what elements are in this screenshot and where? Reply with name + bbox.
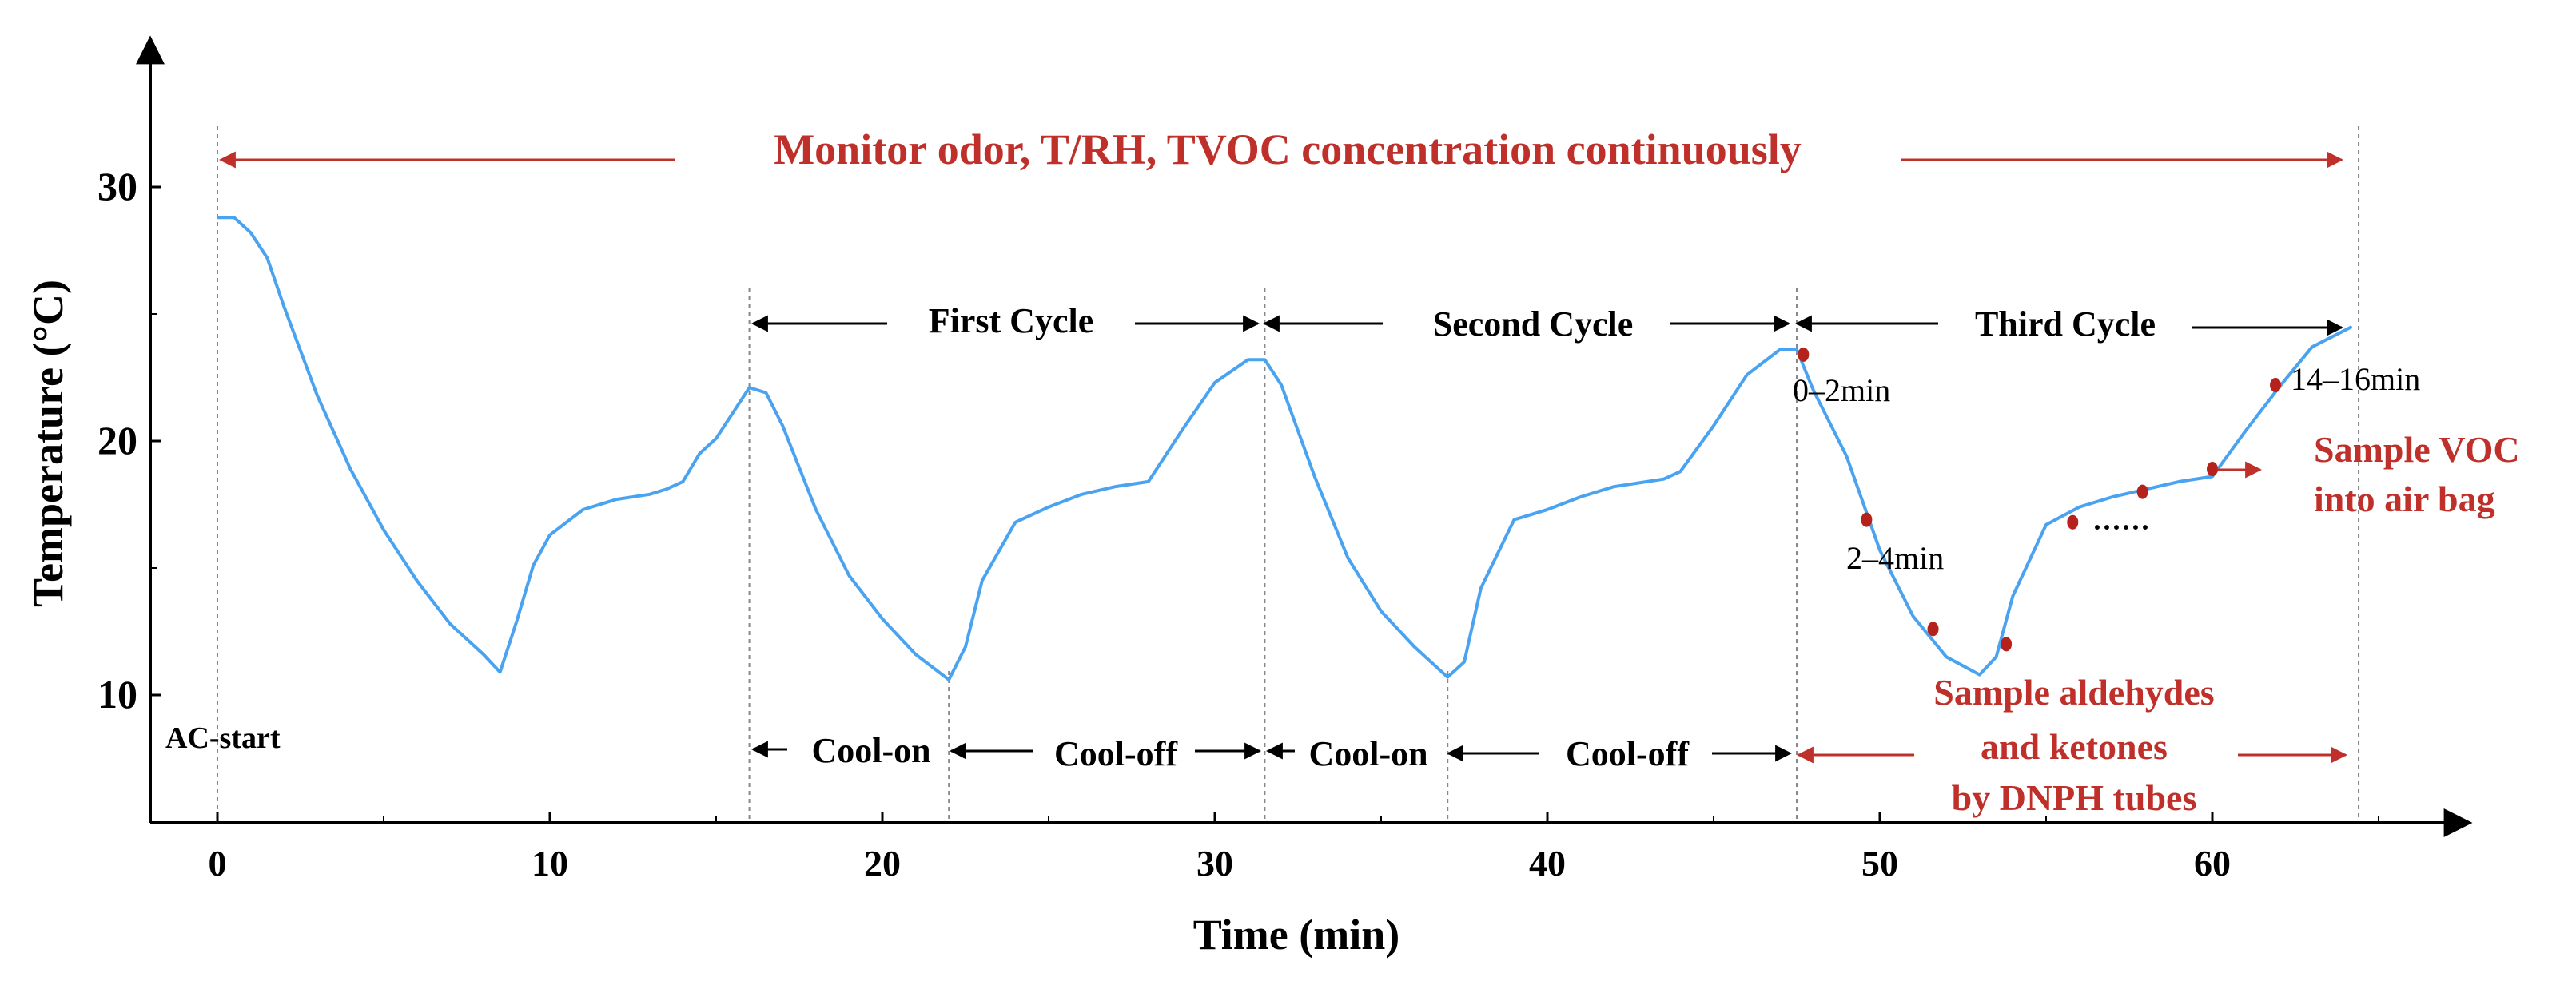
x-axis-label: Time (min) bbox=[1193, 911, 1399, 959]
sample-voc-line1: Sample VOC bbox=[2314, 429, 2520, 470]
cool-off-1-label: Cool-off bbox=[1054, 734, 1178, 773]
first-cycle-label: First Cycle bbox=[929, 301, 1093, 340]
x-tick-label: 0 bbox=[209, 843, 227, 884]
label-0-2min: 0–2min bbox=[1793, 372, 1890, 408]
temperature-line bbox=[217, 216, 2353, 681]
aldehydes-line1: Sample aldehydes bbox=[1933, 672, 2214, 713]
y-tick-label: 20 bbox=[98, 418, 137, 463]
y-tick-label: 30 bbox=[98, 164, 137, 209]
sample-point bbox=[2136, 484, 2148, 499]
second-cycle-label: Second Cycle bbox=[1433, 304, 1634, 344]
y-axis-label: Temperature (°C) bbox=[24, 280, 72, 607]
label-14-16min: 14–16min bbox=[2291, 361, 2420, 397]
label-2-4min: 2–4min bbox=[1846, 540, 1944, 576]
third-cycle-label: Third Cycle bbox=[1975, 304, 2156, 344]
sample-points bbox=[1798, 347, 2282, 652]
sample-point bbox=[2207, 461, 2218, 476]
y-tick-label: 10 bbox=[98, 672, 137, 717]
x-tick-label: 30 bbox=[1196, 843, 1233, 884]
cool-on-2-label: Cool-on bbox=[1308, 734, 1427, 773]
aldehydes-line2: and ketones bbox=[1981, 726, 2168, 767]
sample-point bbox=[1798, 347, 1810, 362]
sample-point bbox=[2270, 378, 2282, 393]
sample-point bbox=[2001, 637, 2013, 652]
x-tick-label: 10 bbox=[532, 843, 568, 884]
ac-start-label: AC-start bbox=[165, 721, 281, 755]
sample-point bbox=[1861, 512, 1873, 527]
x-tick-label: 50 bbox=[1861, 843, 1898, 884]
aldehydes-line3: by DNPH tubes bbox=[1952, 777, 2197, 818]
x-tick-label: 60 bbox=[2194, 843, 2231, 884]
sample-voc-line2: into air bag bbox=[2314, 479, 2495, 519]
y-ticks: 10 20 30 bbox=[98, 164, 161, 717]
sample-point bbox=[1927, 622, 1939, 637]
vertical-guides bbox=[217, 126, 2360, 823]
x-tick-label: 40 bbox=[1529, 843, 1566, 884]
monitor-label: Monitor odor, T/RH, TVOC concentration c… bbox=[774, 125, 1802, 173]
cool-off-2-label: Cool-off bbox=[1566, 734, 1690, 773]
sample-point bbox=[2067, 514, 2079, 530]
cool-on-1-label: Cool-on bbox=[811, 731, 930, 770]
ellipsis-dots: ······ bbox=[2092, 511, 2150, 543]
x-ticks: 0 10 20 30 40 50 60 bbox=[209, 812, 2379, 884]
x-tick-label: 20 bbox=[864, 843, 901, 884]
